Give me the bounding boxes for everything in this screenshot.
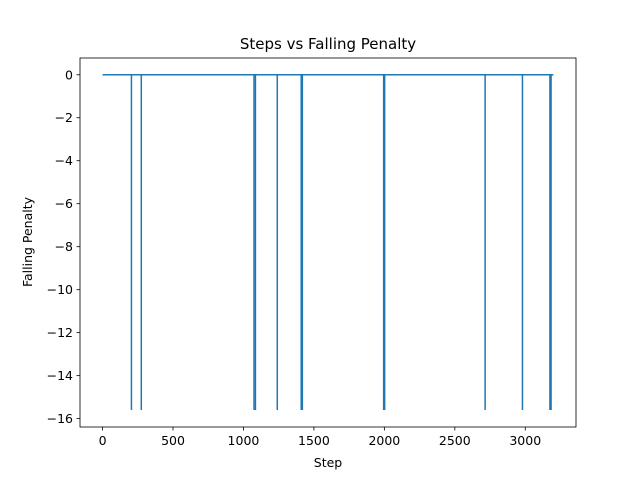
x-axis-label: Step <box>314 455 343 470</box>
plot-area <box>79 57 577 428</box>
y-tick-label: 0 <box>65 67 73 82</box>
y-tick-label: −10 <box>47 282 73 297</box>
y-tick-label: −6 <box>55 196 73 211</box>
chart-title: Steps vs Falling Penalty <box>240 35 416 53</box>
x-tick-label: 2500 <box>439 433 471 448</box>
x-tick-label: 1000 <box>228 433 260 448</box>
x-tick-label: 3000 <box>509 433 541 448</box>
x-tick-label: 1500 <box>298 433 330 448</box>
y-tick-label: −12 <box>47 325 73 340</box>
x-tick-label: 500 <box>161 433 185 448</box>
y-tick-label: −16 <box>47 411 73 426</box>
series-layer <box>102 74 554 411</box>
y-tick-label: −4 <box>55 153 73 168</box>
y-tick-label: −8 <box>55 239 73 254</box>
y-axis-label: Falling Penalty <box>20 196 35 287</box>
x-tick-label: 2000 <box>368 433 400 448</box>
y-tick-label: −14 <box>47 368 73 383</box>
plot-frame <box>79 57 577 428</box>
x-tick-label: 0 <box>99 433 107 448</box>
y-axis-ticks: 0 −2 −4 −6 −8 −10 −12 −14 −16 <box>47 67 80 426</box>
x-axis-ticks: 0 500 1000 1500 2000 2500 3000 <box>99 427 541 448</box>
y-tick-label: −2 <box>55 110 73 125</box>
